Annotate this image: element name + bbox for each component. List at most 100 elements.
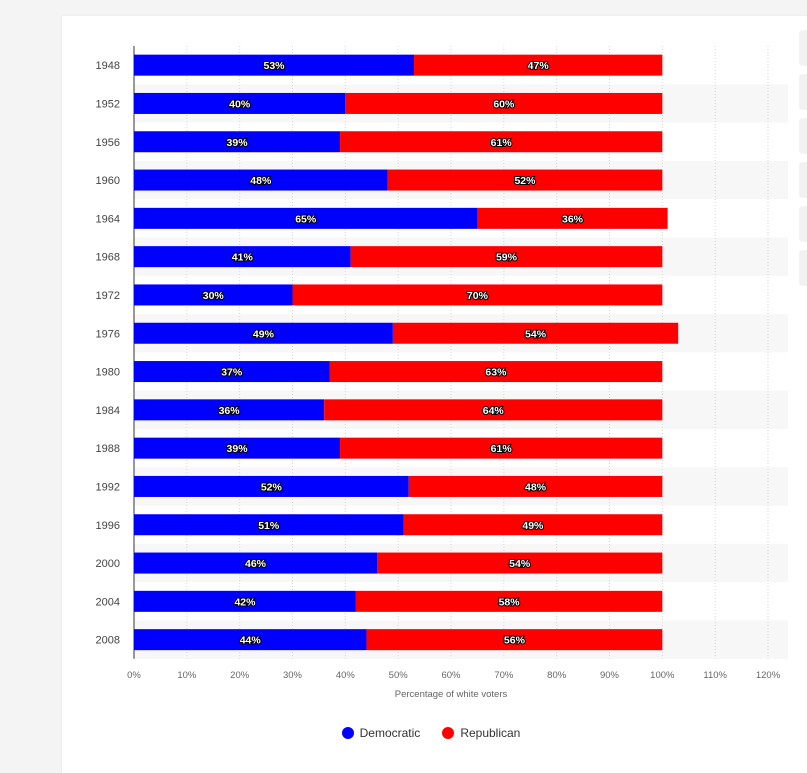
- bar-democratic[interactable]: [134, 629, 367, 651]
- legend-item-republican[interactable]: Republican: [442, 726, 520, 740]
- y-tick-label: 1992: [96, 481, 120, 493]
- bar-republican[interactable]: [414, 54, 663, 76]
- data-label: 61%: [491, 443, 513, 455]
- x-tick-label: 110%: [703, 670, 727, 681]
- x-tick-label: 100%: [650, 670, 675, 681]
- bar-democratic[interactable]: [134, 361, 330, 383]
- bar-republican[interactable]: [345, 92, 663, 114]
- side-tool-button[interactable]: [799, 74, 807, 110]
- data-label: 53%: [264, 60, 286, 72]
- x-tick-label: 60%: [441, 670, 461, 681]
- side-tool-button[interactable]: [799, 250, 807, 286]
- y-tick-label: 2008: [96, 635, 120, 647]
- legend-item-democratic[interactable]: Democratic: [341, 726, 421, 740]
- x-tick-label: 30%: [283, 670, 303, 681]
- bar-republican[interactable]: [408, 475, 663, 497]
- bar-republican[interactable]: [350, 246, 663, 268]
- bar-republican[interactable]: [340, 437, 663, 459]
- y-tick-label: 1980: [96, 367, 120, 379]
- bar-republican[interactable]: [355, 590, 663, 612]
- data-label: 52%: [261, 481, 283, 493]
- bar-republican[interactable]: [387, 169, 663, 191]
- data-label: 46%: [245, 558, 267, 570]
- bar-democratic[interactable]: [134, 131, 341, 153]
- data-label: 60%: [493, 98, 515, 110]
- side-toolbar: [769, 30, 807, 298]
- bar-republican[interactable]: [340, 131, 663, 153]
- y-tick-label: 1956: [96, 137, 120, 149]
- data-label: 49%: [522, 520, 544, 532]
- bar-democratic[interactable]: [134, 284, 293, 306]
- bar-democratic[interactable]: [134, 54, 415, 76]
- data-label: 51%: [258, 520, 280, 532]
- data-label: 36%: [219, 405, 241, 417]
- bar-democratic[interactable]: [134, 475, 409, 497]
- bar-democratic[interactable]: [134, 437, 341, 459]
- x-tick-label: 120%: [756, 670, 781, 681]
- y-tick-label: 2004: [96, 596, 120, 608]
- data-label: 47%: [528, 60, 550, 72]
- bar-democratic[interactable]: [134, 207, 478, 229]
- y-tick-label: 1972: [96, 290, 120, 302]
- x-tick-label: 0%: [127, 670, 141, 681]
- data-label: 54%: [509, 558, 531, 570]
- side-tool-button[interactable]: [799, 30, 807, 66]
- y-tick-label: 2000: [96, 558, 120, 570]
- data-label: 48%: [525, 481, 547, 493]
- data-label: 52%: [514, 175, 536, 187]
- bar-democratic[interactable]: [134, 322, 393, 344]
- data-label: 63%: [485, 367, 507, 379]
- side-tool-button[interactable]: [799, 206, 807, 242]
- side-tool-button[interactable]: [799, 118, 807, 154]
- legend: Democratic Republican: [0, 726, 807, 740]
- x-tick-label: 10%: [177, 670, 197, 681]
- data-label: 65%: [295, 213, 317, 225]
- data-label: 30%: [203, 290, 225, 302]
- bar-democratic[interactable]: [134, 246, 351, 268]
- data-label: 42%: [234, 596, 256, 608]
- bar-republican[interactable]: [366, 629, 663, 651]
- data-label: 54%: [525, 328, 547, 340]
- bar-democratic[interactable]: [134, 590, 356, 612]
- y-tick-label: 1984: [96, 405, 120, 417]
- legend-label: Democratic: [359, 726, 421, 740]
- y-tick-label: 1968: [96, 252, 120, 264]
- legend-marker: [442, 727, 455, 739]
- bar-democratic[interactable]: [134, 514, 404, 536]
- x-tick-label: 40%: [336, 670, 356, 681]
- x-tick-label: 50%: [389, 670, 409, 681]
- data-label: 56%: [504, 635, 526, 647]
- bar-republican[interactable]: [324, 399, 663, 421]
- bar-democratic[interactable]: [134, 399, 325, 421]
- bar-republican[interactable]: [377, 552, 663, 574]
- data-label: 41%: [232, 252, 254, 264]
- data-label: 39%: [227, 137, 249, 149]
- bar-democratic[interactable]: [134, 169, 388, 191]
- x-tick-label: 90%: [600, 670, 620, 681]
- bar-republican[interactable]: [392, 322, 679, 344]
- y-tick-label: 1996: [96, 520, 120, 532]
- bar-democratic[interactable]: [134, 92, 346, 114]
- data-label: 58%: [499, 596, 521, 608]
- bar-democratic[interactable]: [134, 552, 378, 574]
- y-tick-label: 1952: [96, 98, 120, 110]
- bar-republican[interactable]: [292, 284, 663, 306]
- x-tick-label: 70%: [494, 670, 514, 681]
- bar-republican[interactable]: [477, 207, 668, 229]
- y-tick-label: 1960: [96, 175, 120, 187]
- side-tool-button[interactable]: [799, 162, 807, 198]
- data-label: 40%: [229, 98, 251, 110]
- bar-republican[interactable]: [403, 514, 663, 536]
- y-tick-label: 1976: [96, 328, 120, 340]
- data-label: 36%: [562, 213, 584, 225]
- y-tick-label: 1988: [96, 443, 120, 455]
- data-label: 61%: [491, 137, 513, 149]
- data-label: 59%: [496, 252, 518, 264]
- data-label: 48%: [250, 175, 272, 187]
- bar-republican[interactable]: [329, 361, 663, 383]
- x-tick-label: 20%: [230, 670, 250, 681]
- data-label: 64%: [483, 405, 505, 417]
- data-label: 70%: [467, 290, 489, 302]
- data-label: 49%: [253, 328, 275, 340]
